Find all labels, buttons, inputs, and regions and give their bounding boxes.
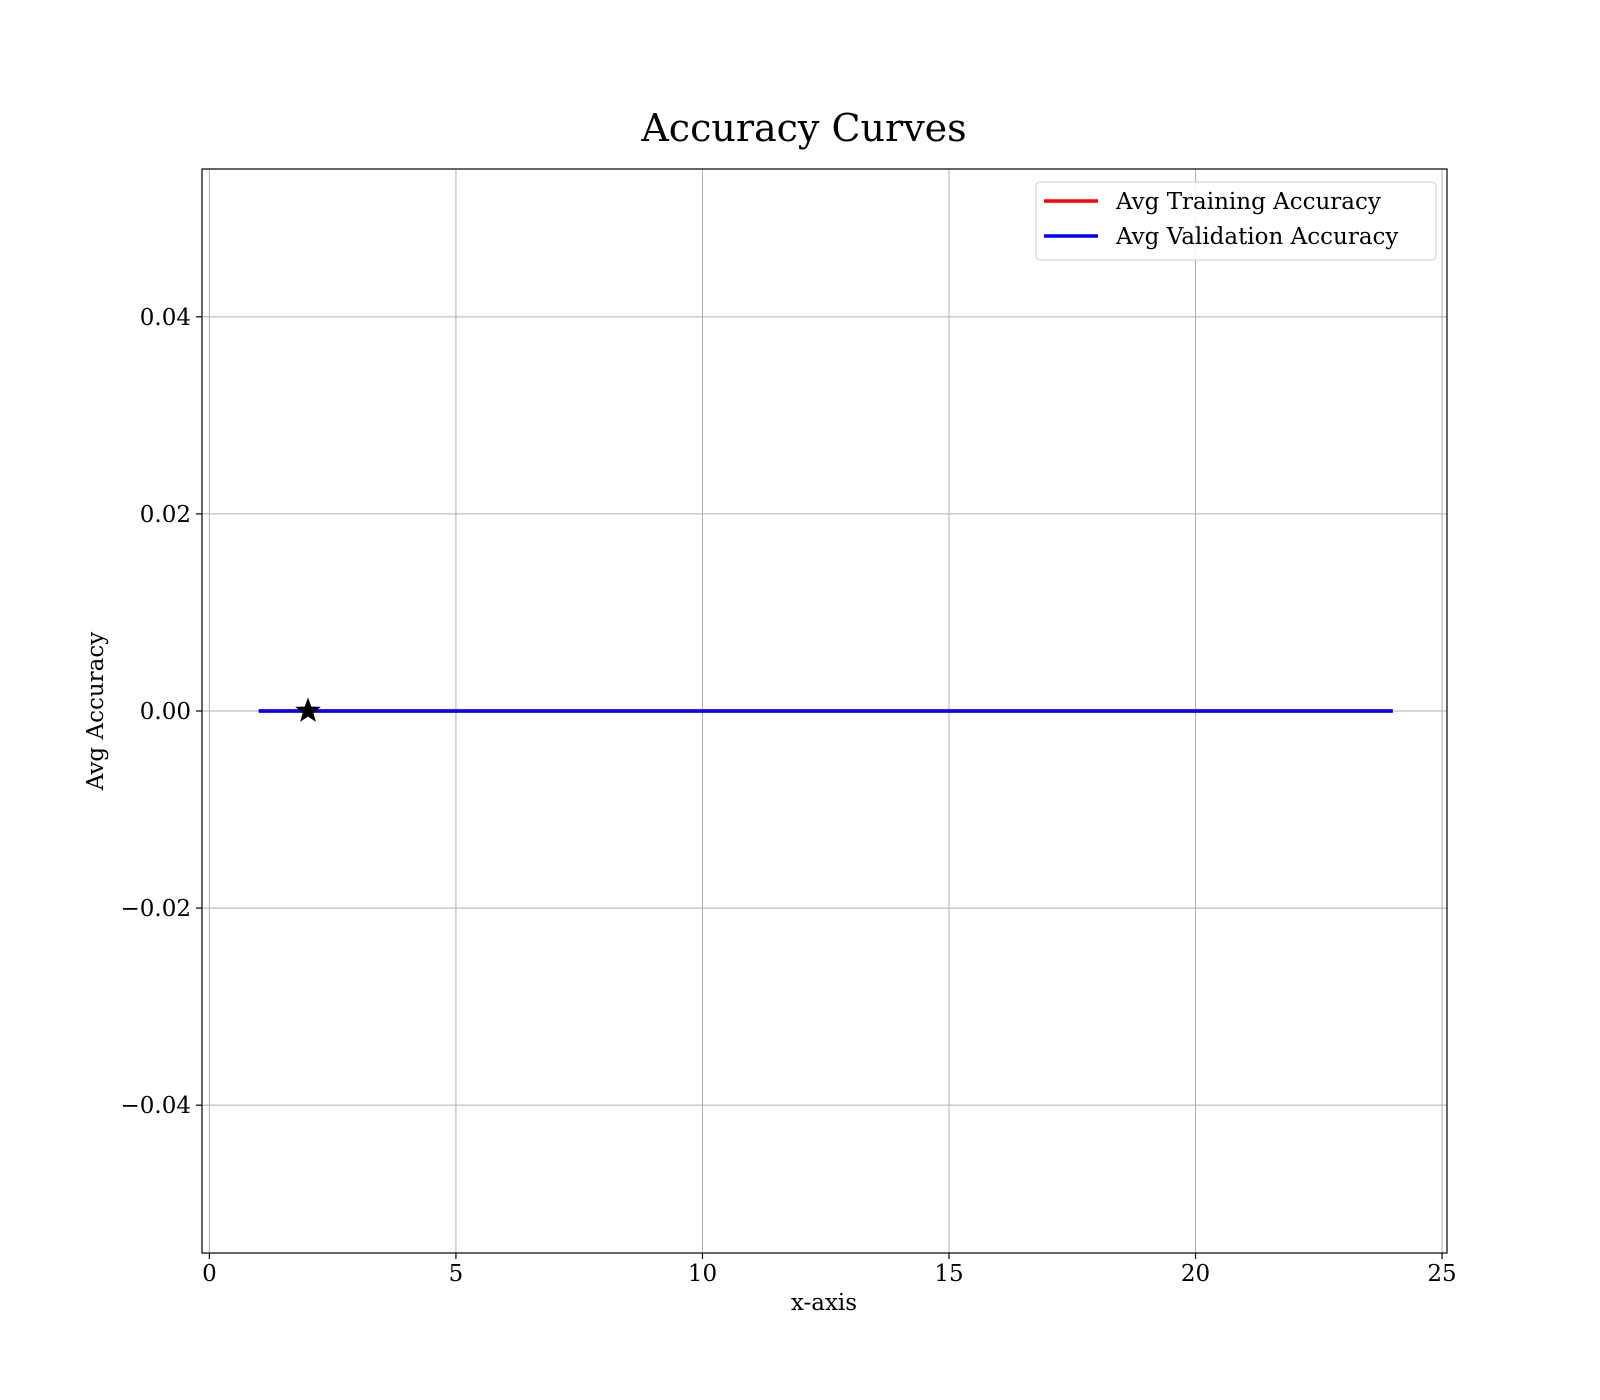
x-axis-ticks: 0 5 10 15 20 25 bbox=[202, 1253, 1457, 1287]
legend: Avg Training Accuracy Avg Validation Acc… bbox=[1035, 181, 1437, 261]
y-tick-label: 0.02 bbox=[140, 502, 191, 528]
x-tick-label: 5 bbox=[449, 1261, 464, 1287]
y-tick-label: 0.00 bbox=[140, 699, 191, 725]
legend-label-validation: Avg Validation Accuracy bbox=[1115, 224, 1398, 250]
plot-area bbox=[201, 168, 1448, 1254]
y-axis-label: Avg Accuracy bbox=[83, 632, 109, 791]
legend-label-training: Avg Training Accuracy bbox=[1115, 189, 1381, 215]
y-tick-label: −0.04 bbox=[121, 1093, 191, 1119]
y-axis-ticks: −0.04 −0.02 0.00 0.02 0.04 bbox=[121, 305, 202, 1119]
grid bbox=[202, 169, 1447, 1253]
marker-layer bbox=[295, 697, 321, 722]
x-tick-label: 0 bbox=[202, 1261, 217, 1287]
x-tick-label: 10 bbox=[688, 1261, 717, 1287]
x-tick-label: 20 bbox=[1181, 1261, 1210, 1287]
x-axis-label: x-axis bbox=[791, 1290, 857, 1316]
legend-box bbox=[1035, 181, 1437, 261]
x-tick-label: 25 bbox=[1427, 1261, 1456, 1287]
y-tick-label: 0.04 bbox=[140, 305, 191, 331]
star-marker bbox=[295, 697, 321, 722]
x-tick-label: 15 bbox=[934, 1261, 963, 1287]
y-tick-label: −0.02 bbox=[121, 896, 191, 922]
chart-title: Accuracy Curves bbox=[640, 106, 966, 150]
